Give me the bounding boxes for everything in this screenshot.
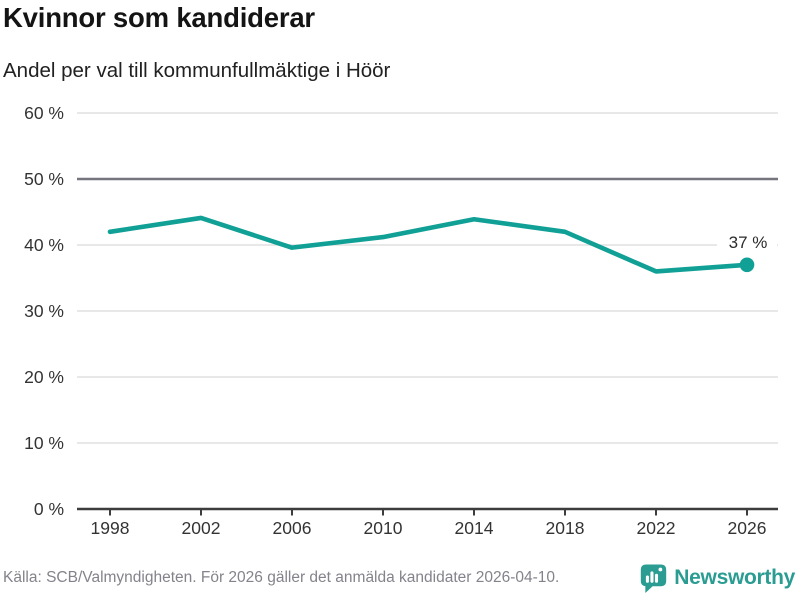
brand-logo: Newsworthy [639, 562, 795, 595]
end-label-backing [717, 230, 777, 253]
end-point-marker [739, 257, 755, 273]
y-axis-tick-label: 10 % [24, 433, 64, 453]
brand-wordmark: Newsworthy [674, 566, 795, 589]
line-chart: 60 % 50 % 40 % 30 % 20 % 10 % 0 % 1998 2002 2006 2… [24, 103, 778, 538]
x-axis-tick-label: 2022 [637, 518, 676, 538]
newsworthy-bubble-chart-icon [641, 563, 667, 593]
data-line [107, 215, 750, 274]
x-axis-tick-label: 2002 [182, 518, 221, 538]
x-axis-tick-label: 2014 [455, 518, 494, 538]
y-axis-tick-label: 50 % [24, 169, 64, 189]
end-value-label: 37 % [729, 233, 768, 252]
y-axis-tick-label: 30 % [24, 301, 64, 321]
source-note: Källa: SCB/Valmyndigheten. För 2026 gäll… [3, 569, 560, 586]
y-axis-tick-label: 60 % [24, 103, 64, 123]
chart-footer: Källa: SCB/Valmyndigheten. För 2026 gäll… [3, 561, 795, 595]
y-axis-tick-label: 40 % [24, 235, 64, 255]
x-axis-tick-label: 2010 [364, 518, 403, 538]
x-axis-tick-label: 1998 [91, 518, 130, 538]
y-axis-tick-label: 0 % [34, 499, 64, 519]
x-axis-tick-label: 2006 [273, 518, 312, 538]
chart-title: Kvinnor som kandiderar [3, 2, 315, 33]
y-axis-tick-label: 20 % [24, 367, 64, 387]
x-axis-tick-label: 2018 [546, 518, 585, 538]
chart-subtitle: Andel per val till kommunfullmäktige i H… [3, 59, 391, 82]
x-axis-tick-label: 2026 [728, 518, 767, 538]
